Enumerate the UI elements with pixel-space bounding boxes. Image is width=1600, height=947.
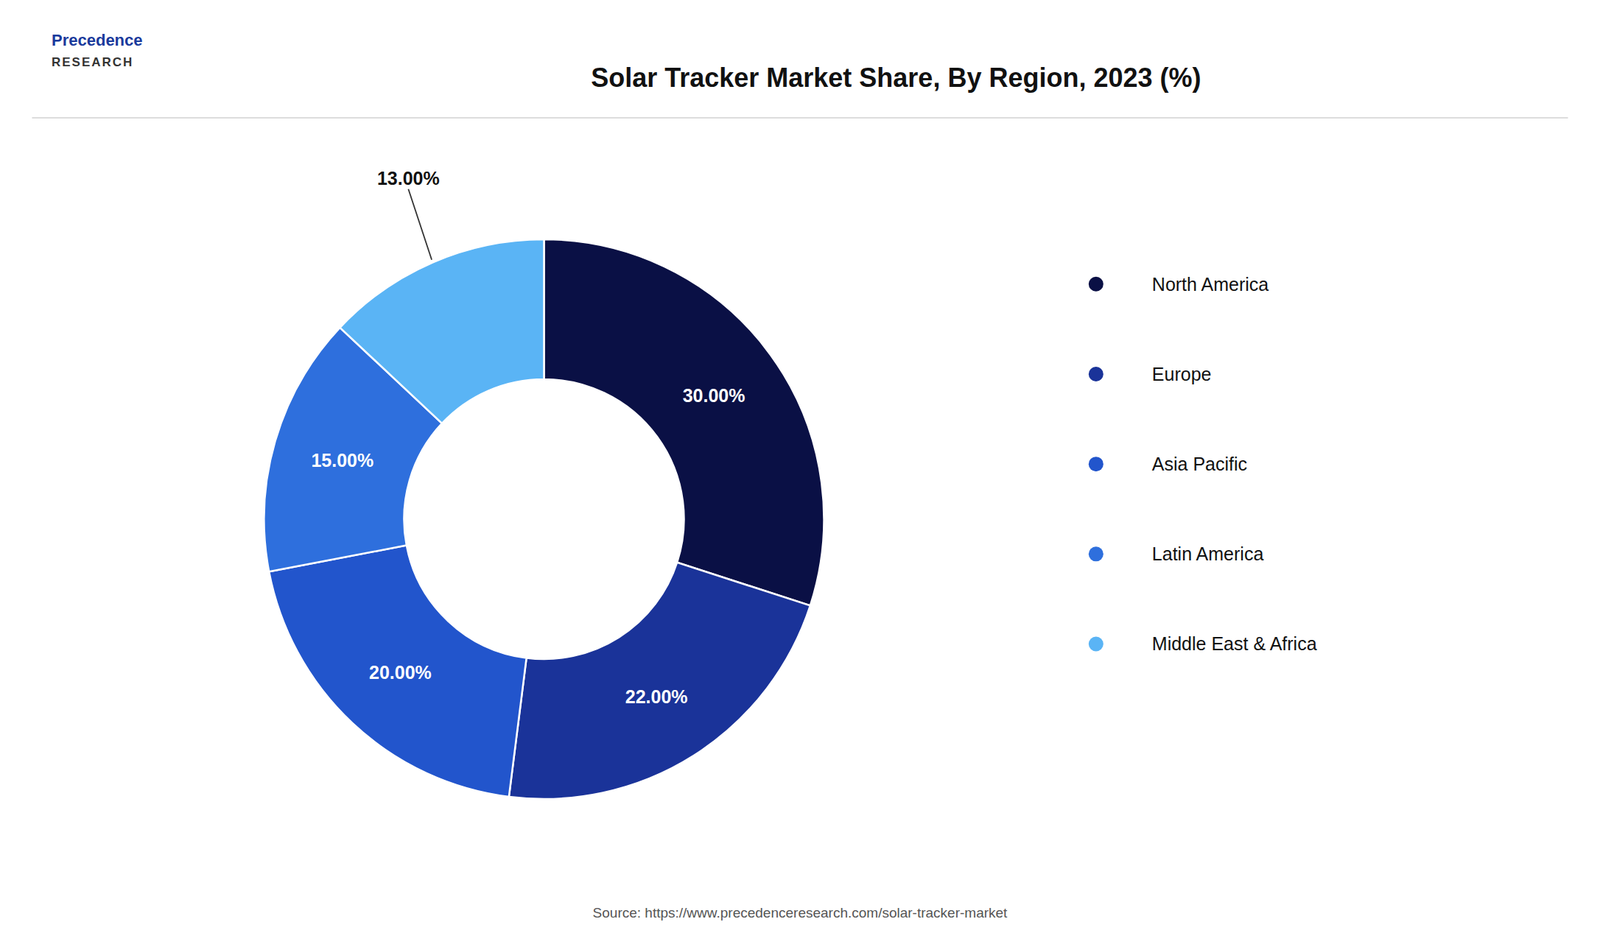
legend-swatch (1088, 276, 1104, 292)
data-label: 15.00% (310, 450, 374, 471)
data-label: 13.00% (377, 167, 440, 189)
title: Solar Tracker Market Share, By Region, 2… (590, 62, 1201, 93)
background (0, 0, 1600, 947)
donut-slice (339, 239, 544, 424)
legend-entry: Europe (1152, 363, 1212, 385)
donut-slice (543, 239, 824, 606)
legend-swatch (1088, 456, 1104, 472)
divider (31, 117, 1568, 119)
legend: North America Europe Asia Pacific Latin Ame… (1088, 274, 1318, 655)
leader-line (408, 189, 432, 261)
data-labels: 30.00% 22.00% 20.00% 15.00% 13.00% (310, 167, 745, 708)
donut (263, 239, 824, 800)
data-label: 30.00% (682, 385, 746, 406)
data-label: 22.00% (625, 686, 689, 708)
source: Source: https://www.precedenceresearch.c… (593, 905, 1009, 921)
donut-slice (268, 545, 526, 798)
legend-swatch (1088, 636, 1104, 652)
chart-container: Precedence RESEARCH Solar Tracker Market S… (0, 0, 1600, 947)
legend-swatch (1088, 366, 1104, 382)
chart: Precedence RESEARCH Solar Tracker Market S… (0, 0, 1600, 947)
logo-line: RESEARCH (51, 55, 134, 70)
legend-entry: Asia Pacific (1152, 453, 1248, 475)
logo-line: Precedence (51, 30, 143, 50)
data-label: 20.00% (369, 662, 432, 683)
donut-slice (509, 562, 811, 800)
legend-entry: Middle East & Africa (1152, 633, 1318, 655)
legend-entry: Latin America (1152, 543, 1265, 565)
legend-swatch (1088, 546, 1104, 562)
legend-entry: North America (1152, 274, 1269, 295)
